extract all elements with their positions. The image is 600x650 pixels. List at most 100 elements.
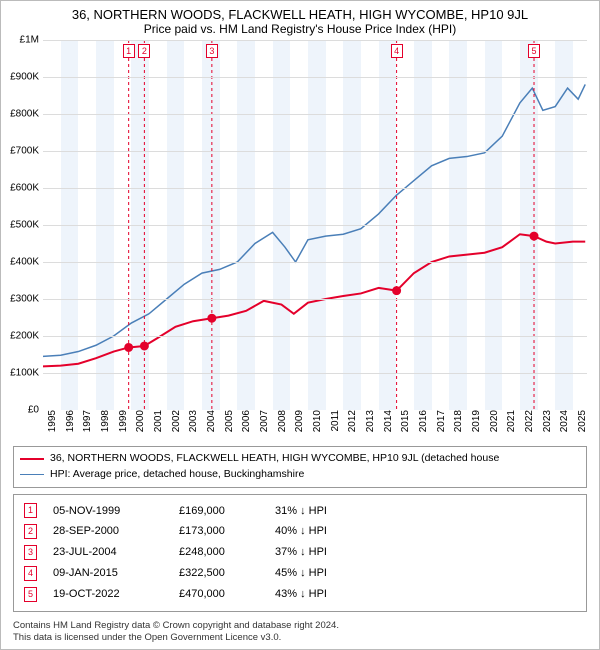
gridline <box>43 40 587 41</box>
x-axis-label: 2018 <box>449 410 464 432</box>
x-axis-label: 2007 <box>255 410 270 432</box>
x-axis-label: 2000 <box>131 410 146 432</box>
x-axis-label: 2021 <box>502 410 517 432</box>
gridline <box>43 336 587 337</box>
marker-number: 1 <box>123 44 135 58</box>
y-axis-label: £0 <box>28 405 43 416</box>
x-axis-label: 2006 <box>237 410 252 432</box>
gridline <box>43 114 587 115</box>
gridline <box>43 151 587 152</box>
legend-label: HPI: Average price, detached house, Buck… <box>50 467 304 483</box>
transaction-num: 1 <box>24 503 37 518</box>
marker-dot <box>393 287 401 295</box>
legend-swatch <box>20 474 44 476</box>
gridline <box>43 299 587 300</box>
y-axis-label: £300K <box>10 294 43 305</box>
x-axis-label: 2010 <box>308 410 323 432</box>
plot-area: 12 3 4 5 <box>43 40 587 410</box>
legend-item: 36, NORTHERN WOODS, FLACKWELL HEATH, HIG… <box>20 451 580 467</box>
marker-dot <box>530 232 538 240</box>
marker-dot <box>140 342 148 350</box>
x-axis-label: 2023 <box>538 410 553 432</box>
chart-plot-zone: 12345 £0£100K£200K£300K£400K£500K£600K£7… <box>43 40 587 410</box>
transaction-price: £173,000 <box>179 521 259 542</box>
transaction-row: 5 19-OCT-2022 £470,000 43% ↓ HPI <box>20 584 580 605</box>
y-axis-label: £600K <box>10 183 43 194</box>
gridline <box>43 77 587 78</box>
copyright: Contains HM Land Registry data © Crown c… <box>9 618 591 645</box>
transaction-price: £169,000 <box>179 501 259 522</box>
x-axis-label: 2016 <box>414 410 429 432</box>
x-axis-label: 1998 <box>96 410 111 432</box>
x-axis-label: 2024 <box>555 410 570 432</box>
y-axis-label: £100K <box>10 368 43 379</box>
x-axis-label: 1997 <box>78 410 93 432</box>
x-axis-label: 2001 <box>149 410 164 432</box>
x-axis-label: 2014 <box>379 410 394 432</box>
marker-number: 4 <box>391 44 403 58</box>
transaction-diff: 40% ↓ HPI <box>275 521 580 542</box>
transactions-table: 1 05-NOV-1999 £169,000 31% ↓ HPI 2 28-SEP-200… <box>13 494 587 612</box>
transaction-row: 2 28-SEP-2000 £173,000 40% ↓ HPI <box>20 521 580 542</box>
transaction-date: 05-NOV-1999 <box>53 501 163 522</box>
x-axis-label: 2011 <box>326 410 341 432</box>
gridline <box>43 373 587 374</box>
marker-number: 2 <box>138 44 150 58</box>
marker-number: 3 <box>206 44 218 58</box>
y-axis-label: £1M <box>20 35 43 46</box>
marker-dot <box>208 314 216 322</box>
marker-number: 5 <box>528 44 540 58</box>
transaction-num: 2 <box>24 524 37 539</box>
transaction-diff: 37% ↓ HPI <box>275 542 580 563</box>
x-axis-label: 2020 <box>485 410 500 432</box>
transaction-row: 4 09-JAN-2015 £322,500 45% ↓ HPI <box>20 563 580 584</box>
x-axis-label: 1995 <box>43 410 58 432</box>
gridline <box>43 262 587 263</box>
transaction-num: 5 <box>24 587 37 602</box>
transaction-date: 28-SEP-2000 <box>53 521 163 542</box>
x-axis-label: 2005 <box>220 410 235 432</box>
series-line-hpi <box>43 84 585 356</box>
x-axis-label: 1999 <box>114 410 129 432</box>
transaction-date: 23-JUL-2004 <box>53 542 163 563</box>
x-axis-label: 2013 <box>361 410 376 432</box>
transaction-price: £248,000 <box>179 542 259 563</box>
chart-title: 36, NORTHERN WOODS, FLACKWELL HEATH, HIG… <box>9 7 591 22</box>
gridline <box>43 225 587 226</box>
x-axis-label: 2019 <box>467 410 482 432</box>
x-axis-label: 2003 <box>184 410 199 432</box>
x-axis-label: 2004 <box>202 410 217 432</box>
x-axis-label: 2017 <box>432 410 447 432</box>
transaction-row: 1 05-NOV-1999 £169,000 31% ↓ HPI <box>20 501 580 522</box>
transaction-num: 4 <box>24 566 37 581</box>
copyright-line: This data is licensed under the Open Gov… <box>13 632 587 644</box>
transaction-price: £322,500 <box>179 563 259 584</box>
x-axis-label: 2015 <box>396 410 411 432</box>
y-axis-label: £900K <box>10 72 43 83</box>
x-axis-label: 1996 <box>61 410 76 432</box>
x-axis-label: 2009 <box>290 410 305 432</box>
marker-dot <box>125 343 133 351</box>
copyright-line: Contains HM Land Registry data © Crown c… <box>13 620 587 632</box>
y-axis-label: £500K <box>10 220 43 231</box>
y-axis-label: £400K <box>10 257 43 268</box>
chart-subtitle: Price paid vs. HM Land Registry's House … <box>9 22 591 36</box>
transaction-price: £470,000 <box>179 584 259 605</box>
legend-label: 36, NORTHERN WOODS, FLACKWELL HEATH, HIG… <box>50 451 499 467</box>
chart-container: 36, NORTHERN WOODS, FLACKWELL HEATH, HIG… <box>0 0 600 650</box>
x-axis-label: 2002 <box>167 410 182 432</box>
legend: 36, NORTHERN WOODS, FLACKWELL HEATH, HIG… <box>13 446 587 488</box>
legend-item: HPI: Average price, detached house, Buck… <box>20 467 580 483</box>
y-axis-label: £800K <box>10 109 43 120</box>
x-axis-label: 2022 <box>520 410 535 432</box>
x-axis-label: 2025 <box>573 410 588 432</box>
transaction-diff: 45% ↓ HPI <box>275 563 580 584</box>
transaction-row: 3 23-JUL-2004 £248,000 37% ↓ HPI <box>20 542 580 563</box>
gridline <box>43 188 587 189</box>
transaction-diff: 31% ↓ HPI <box>275 501 580 522</box>
transaction-diff: 43% ↓ HPI <box>275 584 580 605</box>
transaction-num: 3 <box>24 545 37 560</box>
transaction-date: 09-JAN-2015 <box>53 563 163 584</box>
transaction-date: 19-OCT-2022 <box>53 584 163 605</box>
y-axis-label: £700K <box>10 146 43 157</box>
